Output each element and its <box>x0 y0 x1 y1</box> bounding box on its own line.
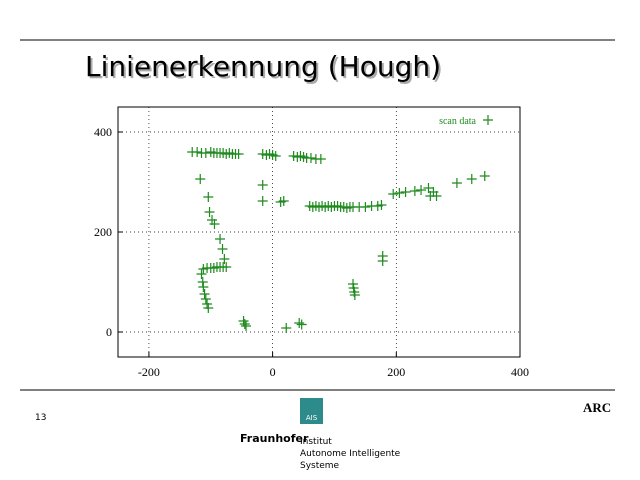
point <box>204 207 215 217</box>
point <box>257 180 268 190</box>
point <box>203 192 214 202</box>
y-tick-label: 400 <box>94 125 112 139</box>
point <box>200 294 211 304</box>
point <box>241 321 252 331</box>
logo-text: AIS <box>306 414 318 422</box>
point <box>400 187 411 197</box>
point <box>207 215 218 225</box>
point <box>451 178 462 188</box>
y-tick-label: 200 <box>94 225 112 239</box>
point <box>198 282 209 292</box>
point <box>479 171 490 181</box>
point <box>349 290 360 300</box>
legend-label: scan data <box>439 116 476 127</box>
point <box>192 147 203 157</box>
institute-line: Systeme <box>300 461 340 471</box>
point <box>394 188 405 198</box>
x-tick-label: 400 <box>511 365 529 379</box>
point <box>348 279 359 289</box>
point <box>377 256 388 266</box>
point <box>199 289 210 299</box>
point <box>360 202 371 212</box>
chart: -200 0 200 400 0 200 400 scan data <box>94 106 529 379</box>
point <box>219 254 230 264</box>
point <box>197 277 208 287</box>
institute-line: Autonome Intelligente <box>300 449 401 459</box>
point <box>215 234 226 244</box>
org: Fraunhofer <box>240 432 309 445</box>
x-tick-label: 200 <box>387 365 405 379</box>
x-tick-label: 0 <box>270 365 276 379</box>
point <box>416 185 427 195</box>
point <box>278 196 289 206</box>
slide-title: Linienerkennung (Hough) <box>85 50 441 83</box>
point <box>294 318 305 328</box>
point <box>209 219 220 229</box>
point <box>409 186 420 196</box>
point <box>202 299 213 309</box>
point <box>203 303 214 313</box>
point <box>196 269 207 279</box>
point <box>195 174 206 184</box>
logo <box>300 398 323 424</box>
point <box>221 262 232 272</box>
point <box>466 174 477 184</box>
legend-marker <box>483 115 493 125</box>
point <box>296 319 307 330</box>
point <box>257 196 268 206</box>
point <box>388 189 399 199</box>
point <box>376 200 387 210</box>
page-number: 13 <box>35 413 46 423</box>
point <box>315 154 326 164</box>
y-tick-label: 0 <box>106 325 112 339</box>
point <box>233 149 244 159</box>
point <box>217 244 228 254</box>
x-tick-label: -200 <box>138 365 160 379</box>
point <box>281 323 292 333</box>
point <box>270 151 281 161</box>
point <box>348 283 359 293</box>
point <box>239 319 250 329</box>
plot-frame <box>117 106 521 358</box>
point <box>423 183 434 193</box>
point <box>305 153 316 163</box>
institute-line: Institut <box>300 437 332 447</box>
title-shadow: Linienerkennung (Hough) <box>87 52 443 85</box>
brand: ARC <box>583 400 611 415</box>
point <box>431 191 442 201</box>
